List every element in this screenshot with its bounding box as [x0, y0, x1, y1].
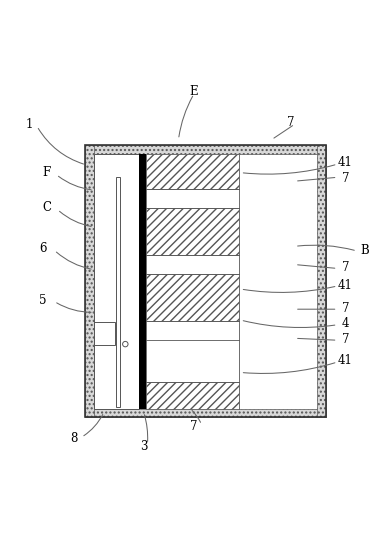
Text: B: B — [360, 244, 369, 257]
Bar — [94, 322, 115, 345]
Text: C: C — [42, 201, 51, 214]
Bar — [317, 146, 326, 417]
Text: 7: 7 — [341, 333, 349, 346]
Text: 41: 41 — [338, 354, 353, 367]
Text: F: F — [42, 166, 51, 179]
Bar — [146, 382, 239, 409]
Bar — [139, 154, 146, 409]
Text: 7: 7 — [287, 115, 295, 129]
Bar — [85, 146, 94, 417]
Text: 41: 41 — [338, 278, 353, 292]
Text: 7: 7 — [341, 261, 349, 274]
Bar — [94, 154, 139, 409]
Bar — [146, 154, 239, 409]
Text: 3: 3 — [140, 440, 147, 453]
Text: 1: 1 — [25, 118, 33, 131]
Text: 4: 4 — [341, 317, 349, 330]
Text: 7: 7 — [341, 302, 349, 315]
Text: 7: 7 — [341, 172, 349, 185]
Bar — [116, 177, 120, 408]
Bar — [146, 274, 239, 321]
Bar — [85, 146, 326, 154]
Text: E: E — [190, 85, 198, 98]
Text: 7: 7 — [190, 420, 198, 433]
Bar — [85, 146, 326, 417]
Text: 5: 5 — [39, 294, 47, 307]
Text: 6: 6 — [39, 242, 47, 255]
Text: 8: 8 — [70, 432, 78, 445]
Bar — [146, 154, 239, 189]
Bar — [85, 409, 326, 417]
Bar — [146, 208, 239, 255]
Text: 41: 41 — [338, 156, 353, 170]
